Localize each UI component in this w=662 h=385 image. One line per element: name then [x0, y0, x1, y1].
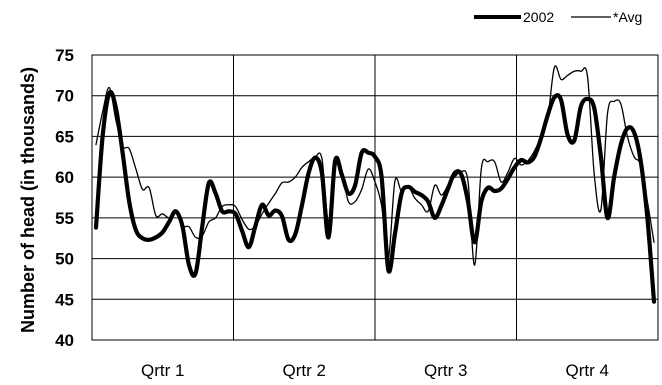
gridlines: [92, 54, 658, 341]
y-tick-label: 70: [55, 87, 74, 106]
y-tick-label: 65: [55, 127, 74, 146]
x-category-labels: Qrtr 1 Qrtr 2 Qrtr 3 Qrtr 4: [141, 361, 609, 380]
y-tick-label: 40: [55, 331, 74, 350]
x-category-label: Qrtr 1: [141, 361, 184, 380]
legend-label-avg: *Avg: [613, 9, 642, 25]
x-category-label: Qrtr 3: [424, 361, 467, 380]
plot-area-frame: [91, 54, 659, 341]
y-axis-label: Number of head (in thousands): [18, 67, 38, 333]
y-tick-label: 50: [55, 250, 74, 269]
y-tick-label: 55: [55, 209, 74, 228]
x-category-label: Qrtr 2: [283, 361, 326, 380]
y-tick-label: 60: [55, 168, 74, 187]
series-line-2002: [93, 90, 657, 304]
y-tick-label: 45: [55, 290, 74, 309]
series-lines: [93, 65, 657, 304]
legend: 2002 *Avg: [474, 9, 642, 25]
x-category-label: Qrtr 4: [566, 361, 609, 380]
y-tick-label: 75: [55, 46, 74, 65]
legend-label-2002: 2002: [523, 9, 554, 25]
y-tick-labels: 40 45 50 55 60 65 70 75: [55, 46, 74, 350]
series-line-avg: [95, 65, 655, 266]
